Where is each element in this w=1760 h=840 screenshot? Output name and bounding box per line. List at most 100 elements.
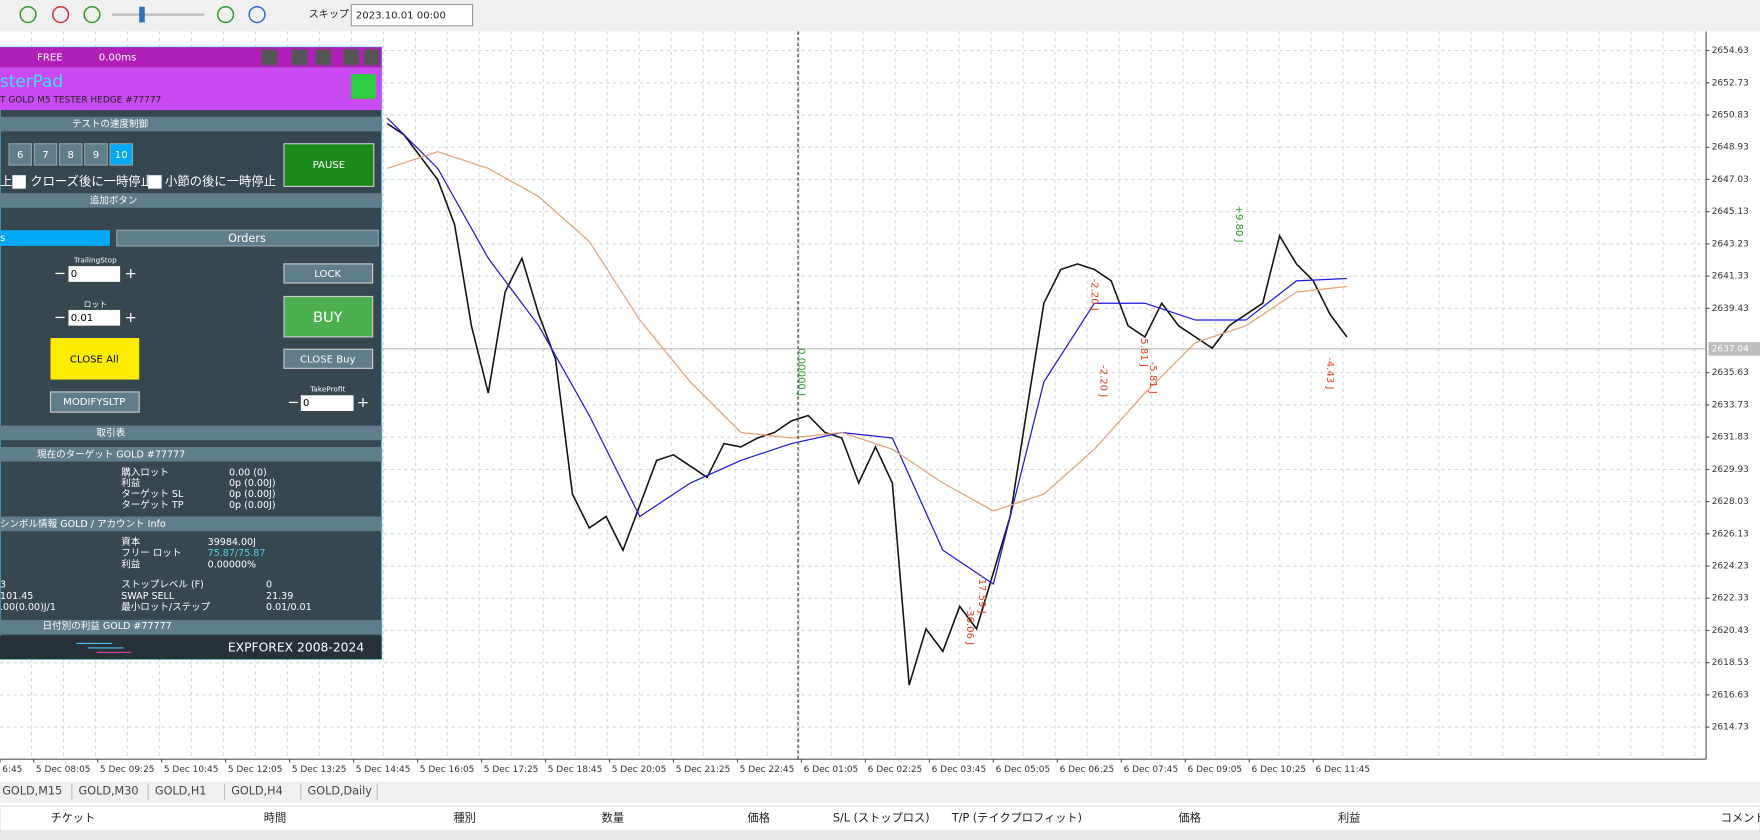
- row-text: 3: [0, 580, 6, 591]
- section-title: 追加ボタン: [90, 195, 138, 207]
- rewind-button[interactable]: [83, 6, 101, 24]
- annotation: -2.20 J: [1097, 365, 1108, 397]
- x-tick-label: 6 Dec 07:45: [1124, 765, 1179, 775]
- y-tick-label: 2652.73: [1712, 78, 1749, 88]
- column-header: 価格: [748, 811, 770, 825]
- chart-tab[interactable]: GOLD,M15: [2, 785, 62, 798]
- checkbox[interactable]: [148, 175, 162, 189]
- column-header: コメント: [1721, 812, 1760, 825]
- ms: 0.00ms: [99, 52, 137, 63]
- x-tick-label: 6 Dec 11:45: [1316, 765, 1371, 775]
- annotation: -36.06 J: [964, 606, 975, 645]
- y-tick-label: 2650.83: [1712, 111, 1749, 121]
- speed-button[interactable]: [58, 143, 83, 166]
- date-box[interactable]: [350, 3, 474, 27]
- row-text: 0: [266, 580, 272, 591]
- input-value: 0.01: [71, 313, 93, 324]
- svg-text:−: −: [54, 265, 66, 282]
- chart-tab[interactable]: GOLD,H4: [231, 785, 283, 798]
- info-icon[interactable]: [261, 49, 278, 66]
- y-tick-label: 2648.93: [1712, 143, 1749, 153]
- play-button[interactable]: [19, 6, 37, 24]
- y-tick-label: 2620.43: [1712, 626, 1749, 636]
- section-bar: [0, 516, 382, 532]
- input[interactable]: [68, 309, 121, 326]
- chart-tab[interactable]: GOLD,Daily: [308, 785, 373, 798]
- table-header: [0, 805, 1760, 832]
- buy-button[interactable]: [283, 295, 374, 338]
- svg-text:−: −: [54, 309, 66, 326]
- row-label: 利益: [121, 558, 141, 570]
- close-icon[interactable]: [363, 49, 380, 66]
- y-tick-label: 2641.33: [1712, 272, 1749, 282]
- x-tick-label: 5 Dec 13:25: [292, 765, 347, 775]
- y-tick-label: 2626.13: [1712, 529, 1749, 539]
- current-price-label: 2637.04: [1712, 344, 1749, 354]
- settings-icon[interactable]: [315, 49, 332, 66]
- speed-button[interactable]: [84, 143, 108, 166]
- x-tick-label: 5 Dec 10:45: [164, 765, 219, 775]
- y-tick-label: 2654.63: [1712, 46, 1749, 56]
- close-all-button[interactable]: [50, 338, 140, 380]
- modify-button[interactable]: [49, 391, 140, 413]
- checkbox[interactable]: [12, 175, 26, 189]
- input-value: 0: [303, 398, 309, 409]
- footer-text: EXPFOREX 2008-2024: [228, 640, 365, 654]
- price-line: [387, 150, 1348, 512]
- slider-thumb[interactable]: [139, 6, 145, 23]
- price-line: [386, 117, 1347, 585]
- speed-button[interactable]: [109, 143, 134, 166]
- chart-tab[interactable]: GOLD,H1: [155, 785, 207, 798]
- tab[interactable]: [116, 229, 379, 247]
- annotation: -4.43 J: [1324, 357, 1335, 389]
- button-label: BUY: [313, 309, 343, 326]
- help-icon[interactable]: [291, 49, 308, 66]
- input[interactable]: [300, 395, 354, 412]
- column-header: 数量: [602, 812, 624, 825]
- row-value: 39984.00J: [208, 537, 256, 548]
- section-title: 日付別の利益 GOLD #77777: [43, 620, 172, 632]
- column-header: 時間: [264, 812, 286, 825]
- panel-titlebar: [0, 47, 382, 68]
- section-title: 取引表: [97, 427, 126, 439]
- column-header: S/L (ストップロス): [833, 812, 930, 825]
- svg-text:+: +: [125, 265, 137, 282]
- skip-label[interactable]: スキップ: [309, 9, 349, 21]
- x-tick-label: 5 Dec 14:45: [356, 765, 411, 775]
- close-buy-button[interactable]: [283, 348, 374, 369]
- step-button[interactable]: [248, 6, 266, 24]
- row-label: ターゲット TP: [121, 499, 183, 511]
- tab-label: Orders: [228, 232, 266, 245]
- row-value: 0p (0.00J): [229, 478, 276, 489]
- free: FREE: [37, 52, 63, 63]
- column-header: 価格: [1179, 811, 1201, 825]
- x-tick-label: 6:45: [2, 765, 22, 775]
- row-value: 0.00000%: [208, 559, 256, 570]
- tab[interactable]: [0, 230, 110, 246]
- table-row: [0, 831, 1760, 840]
- x-tick-label: 5 Dec 16:05: [420, 765, 475, 775]
- field-label: TrailingStop: [73, 256, 117, 265]
- minimize-icon[interactable]: [343, 49, 360, 66]
- speed-label: 9: [93, 150, 99, 161]
- column-header: 種別: [453, 811, 475, 825]
- row-text: 101.45: [0, 591, 33, 602]
- chart-tab[interactable]: GOLD,M30: [79, 785, 139, 798]
- forward-button[interactable]: [217, 6, 235, 24]
- section-title: シンボル情報 GOLD / アカウント Info: [0, 518, 166, 530]
- stop-button[interactable]: [52, 6, 70, 24]
- y-tick-label: 2647.03: [1712, 175, 1749, 185]
- column-header: 利益: [1338, 811, 1360, 825]
- row-value: 0p (0.00J): [229, 489, 276, 500]
- input[interactable]: [68, 266, 121, 282]
- panel-header: [0, 67, 382, 111]
- row-label: 購入ロット: [121, 466, 169, 478]
- lock-button[interactable]: [283, 263, 374, 284]
- section-title: 現在のターゲット GOLD #77777: [37, 448, 185, 460]
- button-label: CLOSE Buy: [300, 354, 356, 365]
- speed-button[interactable]: [8, 143, 32, 166]
- pause-button[interactable]: [283, 143, 375, 187]
- y-tick-label: 2616.63: [1712, 690, 1749, 700]
- annotation: -2.20 J: [1088, 279, 1099, 311]
- speed-button[interactable]: [33, 143, 58, 166]
